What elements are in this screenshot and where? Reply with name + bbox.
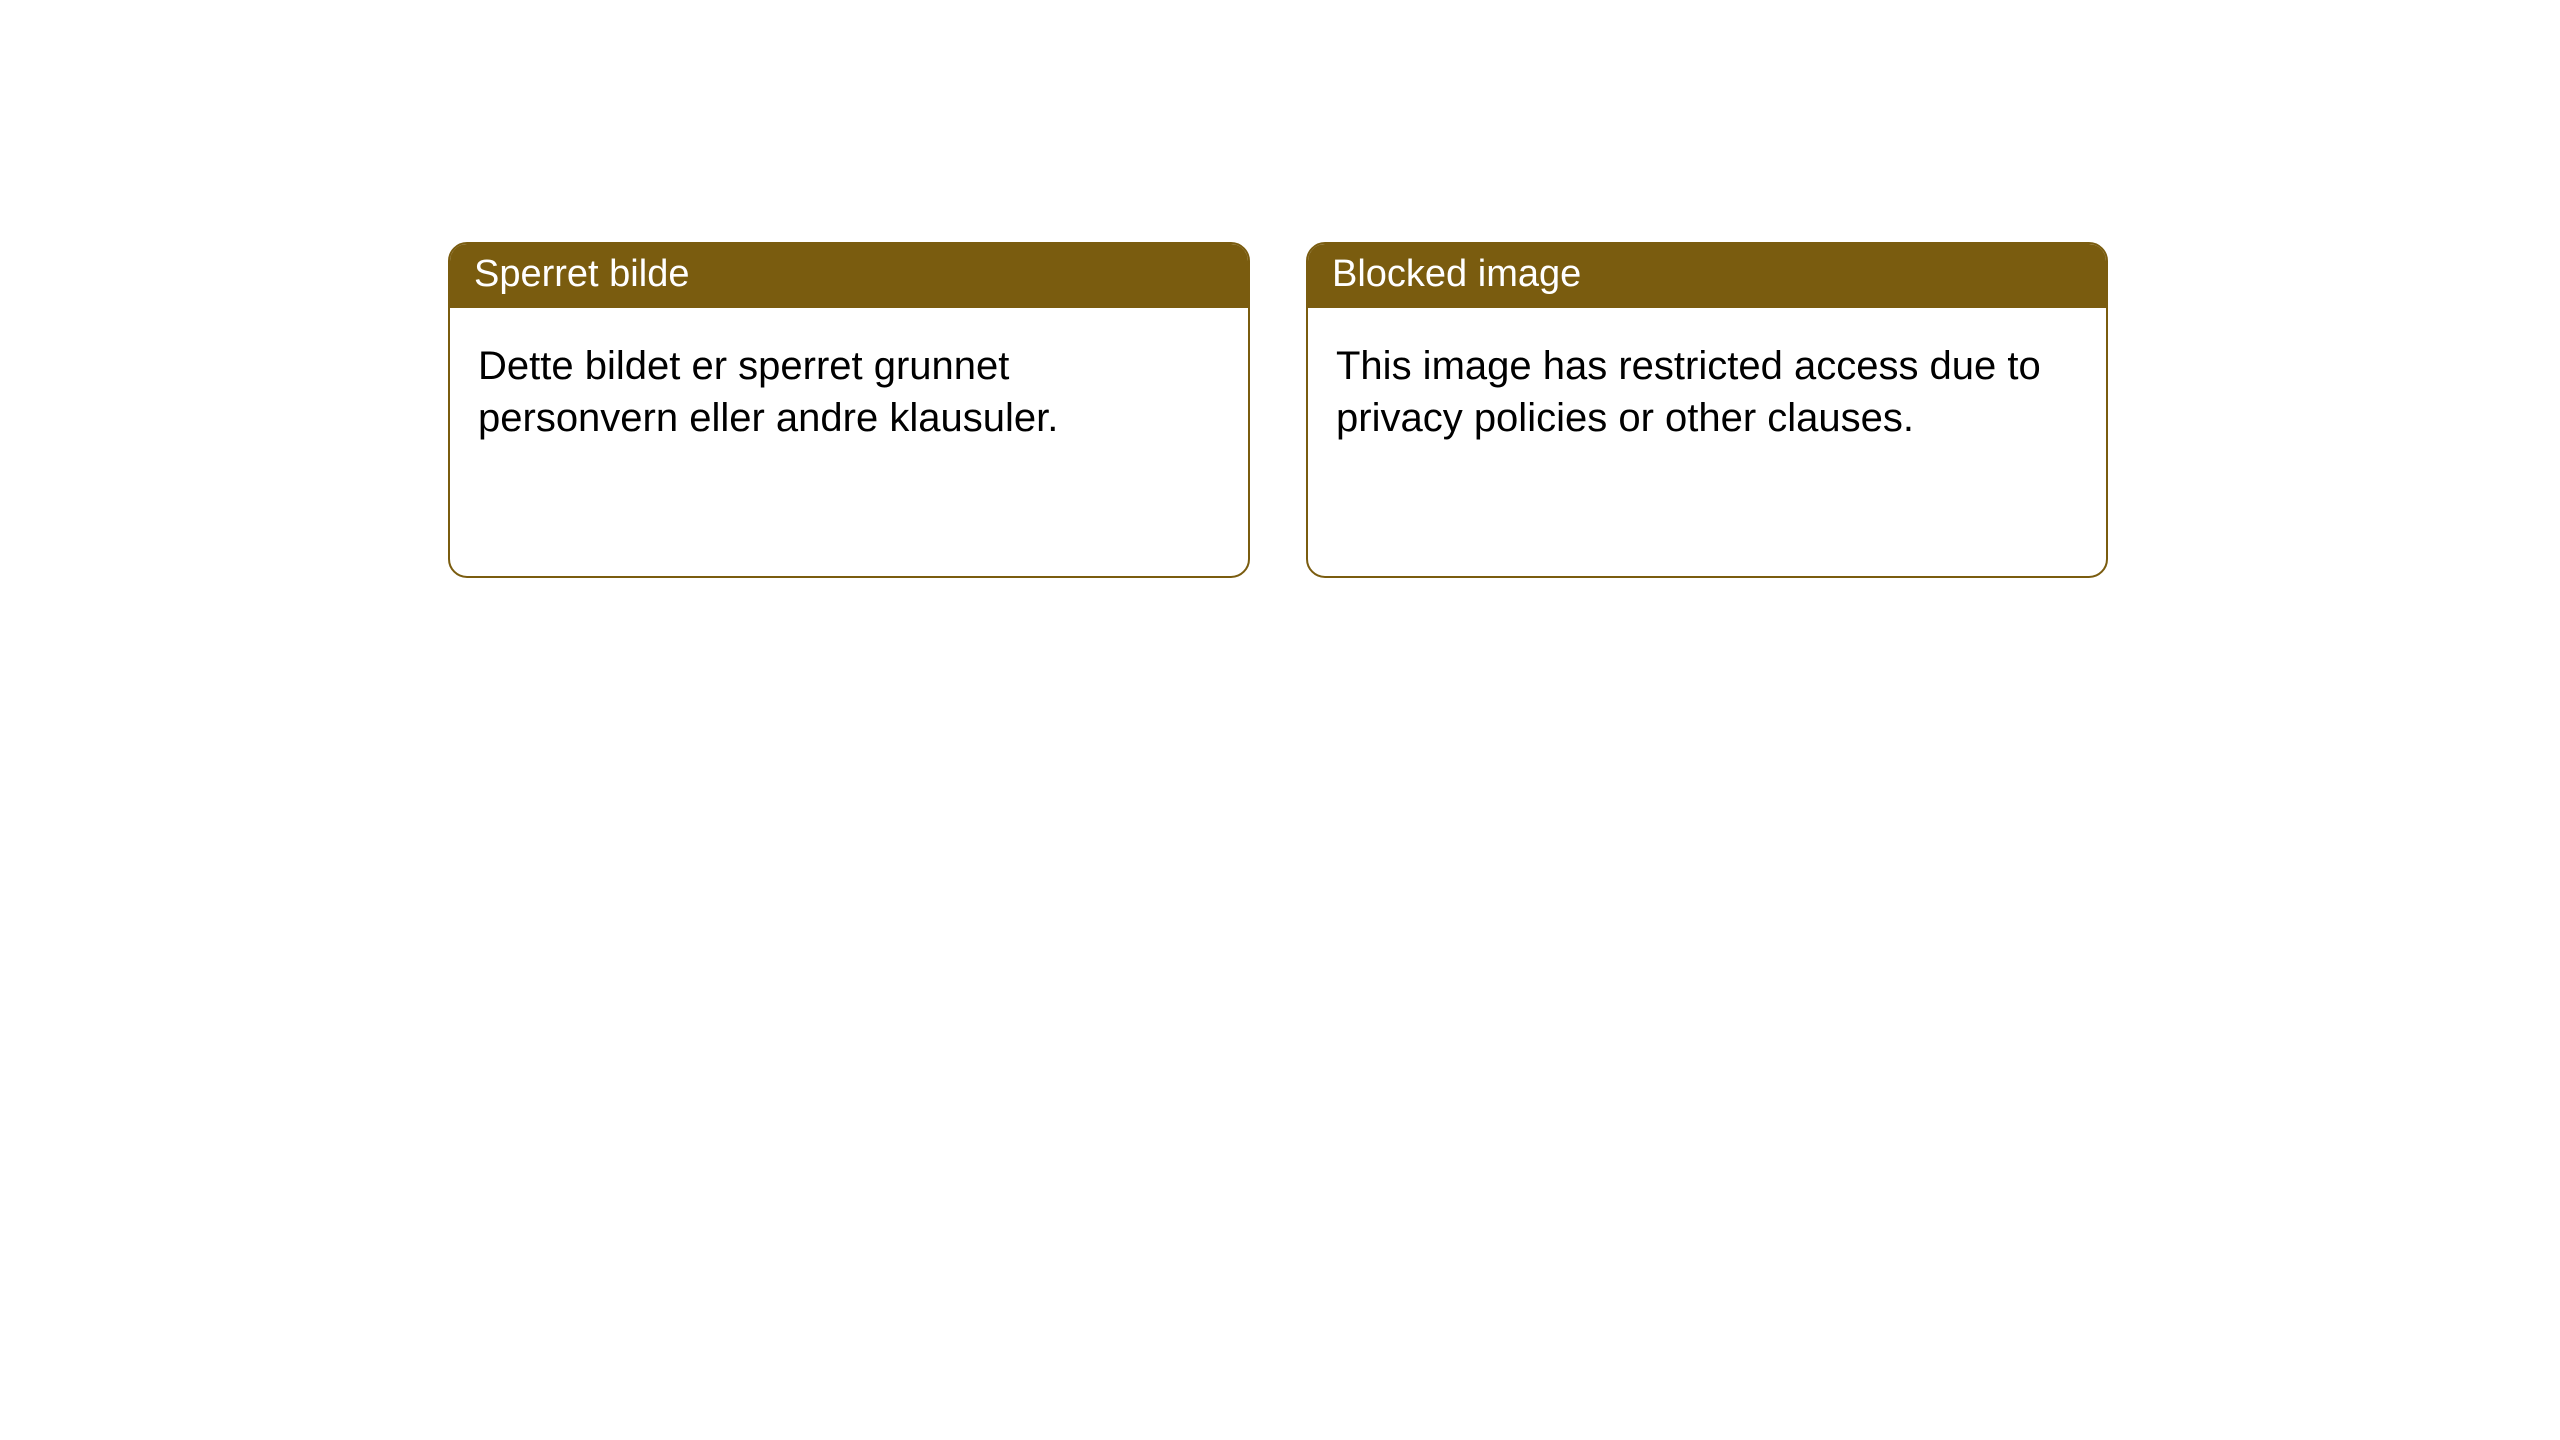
notice-card-english: Blocked image This image has restricted … [1306, 242, 2108, 578]
notice-container: Sperret bilde Dette bildet er sperret gr… [0, 0, 2560, 578]
notice-body: This image has restricted access due to … [1308, 308, 2106, 476]
notice-body: Dette bildet er sperret grunnet personve… [450, 308, 1248, 476]
notice-title: Blocked image [1308, 244, 2106, 308]
notice-card-norwegian: Sperret bilde Dette bildet er sperret gr… [448, 242, 1250, 578]
notice-title: Sperret bilde [450, 244, 1248, 308]
